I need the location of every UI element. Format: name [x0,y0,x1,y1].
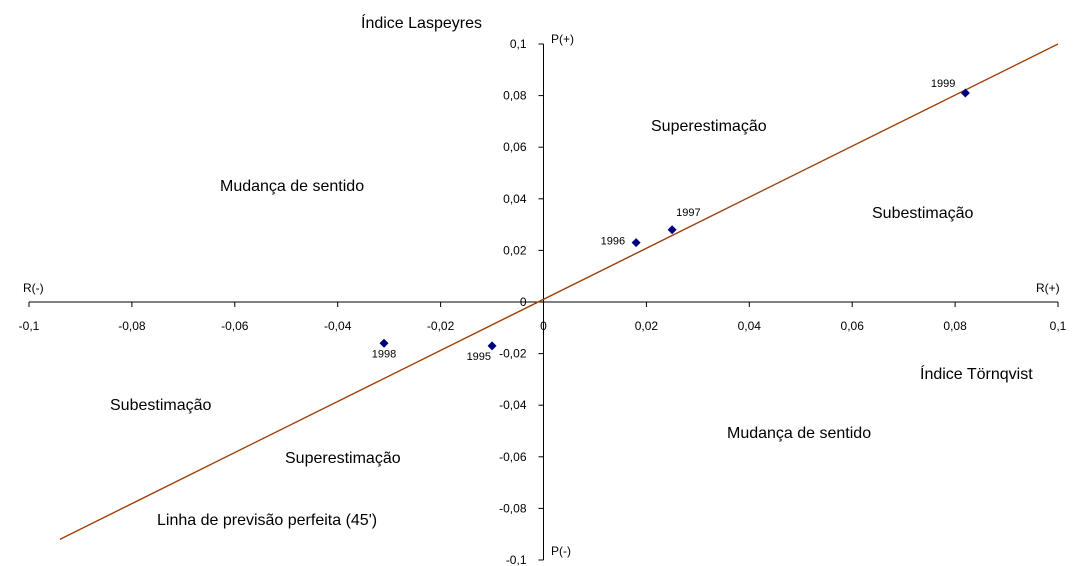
region-mudanca-top-left: Mudança de sentido [220,178,364,195]
x-tick-label: 0,1 [1050,319,1067,333]
region-superestimacao-top: Superestimação [651,118,767,135]
label-p-plus: P(+) [551,32,574,46]
reference-line-45 [59,43,1059,540]
label-p-minus: P(-) [551,544,571,558]
x-tick-label: 0,04 [738,319,762,333]
x-axis-title: Índice Törnqvist [920,364,1033,383]
data-point [667,225,677,235]
x-tick-label: -0,08 [118,319,146,333]
data-point-label: 1998 [372,348,396,360]
data-point-label: 1996 [601,236,625,248]
x-tick-label: 0,08 [943,319,967,333]
region-subestimacao-right: Subestimação [872,205,973,222]
x-tick-label: 0,06 [841,319,865,333]
data-point [631,238,641,248]
x-tick-label: -0,06 [221,319,249,333]
label-r-plus: R(+) [1036,281,1060,295]
x-tick-label: 0,02 [635,319,659,333]
x-tick-label: -0,1 [19,319,40,333]
y-tick-label: 0,08 [503,89,527,103]
region-subestimacao-left: Subestimação [110,397,211,414]
axes: -0,1 -0,08 -0,06 -0,04 -0,02 0 0,02 0,04 0,06 0,0… [19,37,1067,566]
y-tick-label: -0,06 [499,450,527,464]
data-point-label: 1995 [467,351,491,363]
y-tick-label: 0,04 [503,192,527,206]
y-tick-label: -0,08 [499,501,527,515]
y-tick-label: 0,06 [503,140,527,154]
data-points: 1995 1996 1997 1998 1999 [372,78,970,363]
label-r-minus: R(-) [23,281,44,295]
data-point [960,88,970,98]
reference-line-group [59,43,1059,540]
data-point [379,338,389,348]
x-tick-label: -0,02 [427,319,455,333]
x-tick-label: -0,04 [324,319,352,333]
y-axis-title: Índice Laspeyres [361,13,482,32]
y-tick-label: -0,04 [499,398,527,412]
y-tick-label: 0,02 [503,243,527,257]
region-linha-previsao: Linha de previsão perfeita (45') [157,512,377,529]
region-mudanca-bottom-right: Mudança de sentido [727,425,871,442]
data-point-label: 1997 [676,207,700,219]
data-point-label: 1999 [931,78,955,90]
y-tick-label: -0,1 [506,553,527,566]
y-tick-label: 0,1 [510,37,527,51]
data-point [487,341,497,351]
y-tick-label: 0 [520,295,527,309]
x-tick-label: 0 [540,319,547,333]
y-tick-label: -0,02 [499,347,527,361]
region-superestimacao-bottom: Superestimação [285,450,401,467]
